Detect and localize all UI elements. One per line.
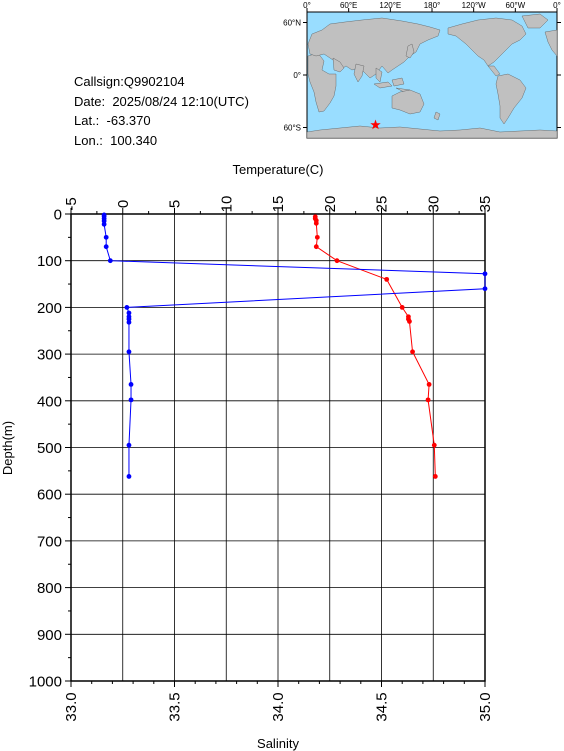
salinity-data-point: [482, 271, 488, 277]
salinity-tick-label: 34.5: [374, 692, 391, 721]
map-lat-tick-label: 0°: [293, 71, 301, 80]
salinity-data-point: [124, 305, 130, 310]
lon-label: Lon.:: [74, 132, 103, 148]
salinity-profile-line: [103, 214, 486, 477]
temperature-tick-label: 5: [167, 200, 184, 208]
map-lat-tick-label: 60°N: [283, 19, 301, 28]
map-lon-tick-label: 180°: [424, 1, 441, 10]
map-lon-tick-label: 60°W: [506, 1, 526, 10]
salinity-tick-label: 34.0: [270, 692, 287, 721]
temperature-data-point: [407, 319, 412, 324]
temperature-data-point: [384, 276, 390, 282]
temperature-data-point: [399, 305, 405, 310]
salinity-data-point: [107, 258, 113, 264]
salinity-data-point: [103, 234, 109, 240]
salinity-data-point: [126, 474, 132, 479]
temperature-data-point: [313, 244, 319, 250]
temperature-tick-label: -5: [63, 197, 80, 210]
depth-tick-label: 300: [37, 347, 62, 364]
map-lon-tick-label: 0°: [303, 1, 311, 10]
temperature-data-point: [425, 397, 431, 403]
depth-tick-label: 800: [37, 580, 62, 597]
salinity-tick-label: 33.0: [63, 692, 80, 721]
lat-label: Lat.:: [74, 113, 100, 128]
station-info: Callsign:Q9902104 Date: 2025/08/24 12:10…: [74, 72, 249, 150]
depth-tick-label: 700: [37, 533, 62, 550]
salinity-data-point: [103, 244, 109, 250]
temperature-tick-label: 35: [477, 196, 494, 213]
temperature-data-point: [431, 442, 437, 448]
temperature-data-point: [313, 220, 319, 226]
depth-tick-label: 0: [54, 207, 62, 224]
depth-tick-label: 400: [37, 393, 62, 410]
date-label: Date:: [74, 93, 106, 109]
salinity-data-point: [482, 286, 488, 292]
salinity-data-point: [126, 442, 132, 448]
temperature-data-point: [314, 234, 320, 240]
salinity-data-point: [128, 382, 134, 387]
temperature-tick-label: 20: [322, 196, 339, 213]
map-lat-tick-label: 60°S: [284, 124, 301, 133]
lon-value: 100.340: [110, 132, 158, 148]
map-land: [306, 13, 558, 139]
temperature-tick-label: 25: [374, 196, 391, 213]
map-lon-tick-label: 60°E: [340, 1, 357, 10]
map-lon-tick-label: 0°: [553, 1, 561, 10]
callsign-row: Callsign:Q9902104: [74, 72, 249, 92]
salinity-axis-label: Salinity: [257, 736, 299, 751]
depth-tick-label: 100: [37, 253, 62, 270]
salinity-data-point: [126, 310, 132, 316]
temperature-profile-line: [314, 216, 436, 477]
temperature-data-point: [410, 349, 415, 355]
lat-row: Lat.: -63.370: [74, 111, 249, 131]
temperature-data-point: [426, 382, 432, 387]
depth-tick-label: 500: [37, 440, 62, 457]
map-lon-tick-label: 120°E: [379, 1, 401, 10]
depth-tick-label: 600: [37, 487, 62, 504]
depth-tick-label: 200: [37, 300, 62, 317]
callsign-value: Q9902104: [123, 74, 185, 89]
salinity-tick-label: 33.5: [167, 692, 184, 721]
salinity-data-point: [126, 349, 132, 355]
lat-value: -63.370: [106, 113, 151, 128]
temperature-tick-label: 10: [218, 196, 235, 213]
salinity-data-point: [128, 397, 134, 403]
callsign-label: Callsign:: [74, 74, 124, 89]
temperature-axis-label: Temperature(C): [232, 162, 323, 177]
salinity-data-point: [101, 221, 107, 227]
temperature-tick-label: 15: [270, 196, 287, 213]
lon-row: Lon.: 100.340: [74, 131, 249, 151]
depth-axis-label: Depth(m): [0, 421, 15, 475]
star-icon: [370, 119, 381, 130]
temperature-tick-label: 0: [115, 200, 132, 208]
date-value: 2025/08/24 12:10(UTC): [112, 93, 249, 109]
temperature-data-point: [432, 474, 438, 479]
temperature-tick-label: 30: [425, 196, 442, 213]
salinity-data-point: [126, 319, 132, 325]
depth-tick-label: 900: [37, 627, 62, 644]
depth-tick-label: 1000: [29, 674, 62, 691]
salinity-tick-label: 35.0: [477, 692, 494, 721]
date-row: Date: 2025/08/24 12:10(UTC): [74, 92, 249, 112]
temperature-data-point: [334, 258, 340, 264]
map-lon-tick-label: 120°W: [462, 1, 487, 10]
